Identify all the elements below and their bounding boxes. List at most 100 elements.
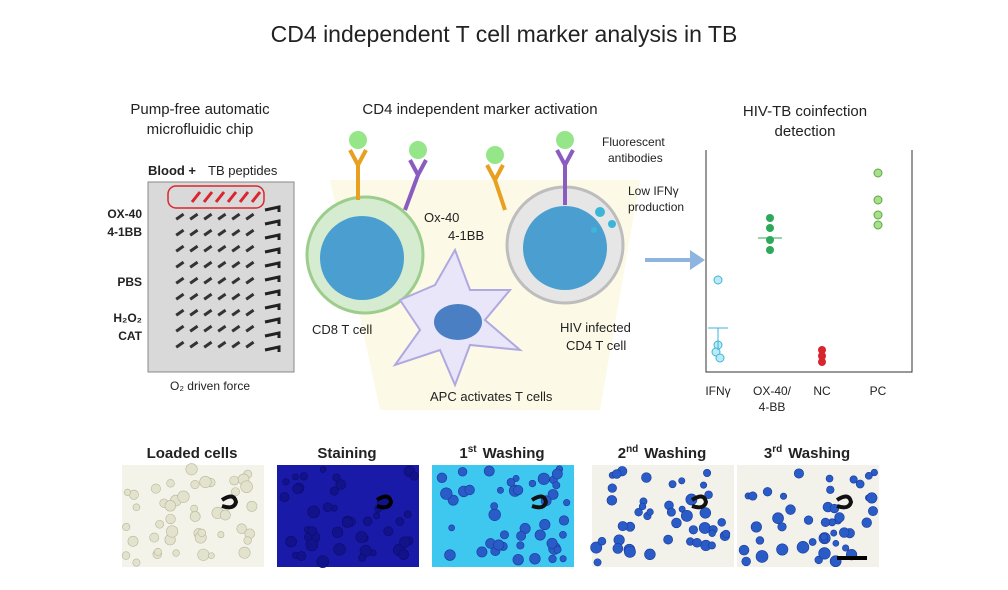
- label: CD4 T cell: [566, 338, 626, 353]
- channel: [189, 276, 199, 285]
- outlet: [264, 233, 281, 240]
- channel: [245, 212, 255, 221]
- cell: [776, 543, 789, 556]
- cell: [132, 558, 141, 567]
- cell: [444, 549, 456, 561]
- channel: [245, 244, 255, 253]
- cell: [748, 491, 758, 501]
- category: PC: [870, 384, 887, 398]
- heading: CD4 independent marker activation: [362, 101, 597, 118]
- channel: [203, 228, 213, 237]
- cell: [870, 468, 878, 477]
- cell: [219, 509, 231, 521]
- cell: [671, 517, 682, 529]
- ordinal: 2: [618, 445, 626, 462]
- cell: [741, 556, 751, 567]
- channel: [189, 260, 199, 269]
- marker: [690, 494, 709, 510]
- cell: [698, 522, 711, 534]
- inlet-mark: [226, 191, 238, 203]
- cell: [780, 492, 788, 500]
- label: CD8 T cell: [312, 322, 372, 337]
- image-label: 1st Washing: [459, 444, 544, 462]
- cell: [617, 521, 628, 532]
- micrograph: [592, 465, 734, 567]
- cell: [634, 507, 643, 517]
- cell: [512, 554, 524, 566]
- cell: [172, 549, 180, 557]
- outlet: [264, 205, 281, 212]
- outlet: [264, 331, 281, 338]
- cell: [149, 532, 160, 543]
- cell: [750, 521, 762, 533]
- cell: [197, 548, 210, 561]
- cell: [464, 484, 475, 496]
- cell: [641, 472, 652, 483]
- heading: Pump-free automatic: [130, 101, 270, 118]
- antibodies: [348, 131, 616, 233]
- cell: [457, 467, 468, 477]
- category: IFNγ: [705, 384, 730, 398]
- nucleus: [523, 206, 607, 290]
- label: Fluorescent: [602, 135, 665, 149]
- micrographs: Loaded cells Staining 1st Washing 2nd Washing…: [121, 444, 879, 568]
- cell: [638, 502, 647, 511]
- cell: [409, 471, 419, 481]
- cell: [150, 483, 161, 494]
- cell: [755, 550, 769, 563]
- cell: [834, 512, 845, 523]
- channel: [203, 292, 213, 301]
- cell: [644, 548, 656, 561]
- cell: [499, 530, 509, 540]
- inlet-mark: [202, 191, 214, 203]
- cell: [597, 536, 607, 546]
- cell: [738, 544, 750, 556]
- channel: [175, 292, 185, 301]
- cell: [166, 525, 179, 538]
- channel: [245, 292, 255, 301]
- cell: [395, 517, 405, 526]
- label: APC activates T cells: [430, 389, 553, 404]
- nucleus: [320, 216, 404, 300]
- cell: [166, 479, 175, 488]
- label: antibodies: [608, 151, 663, 165]
- cell: [448, 524, 456, 532]
- cell: [229, 475, 240, 486]
- cell: [238, 546, 251, 559]
- channel: [217, 340, 227, 349]
- cell: [559, 555, 567, 563]
- channel: [203, 260, 213, 269]
- channel: [231, 212, 241, 221]
- cell: [355, 531, 368, 544]
- cell: [296, 551, 307, 561]
- channel: [231, 260, 241, 269]
- cell: [307, 526, 318, 536]
- cell: [849, 475, 858, 484]
- channel: [217, 212, 227, 221]
- arrow: [645, 250, 705, 270]
- cell: [299, 472, 308, 481]
- label: Low IFNγ: [628, 184, 679, 198]
- category: 4-BB: [759, 400, 786, 414]
- channel: [217, 244, 227, 253]
- outlet: [264, 317, 281, 324]
- cell: [861, 517, 872, 528]
- image-label-word: Washing: [483, 445, 545, 462]
- cell: [190, 504, 199, 513]
- channel: [189, 212, 199, 221]
- channel: [245, 260, 255, 269]
- channel: [175, 340, 185, 349]
- ordinal: 1: [459, 445, 467, 462]
- cell: [553, 545, 562, 554]
- label: OX-40: [107, 207, 142, 221]
- cell: [496, 486, 504, 494]
- outlet: [264, 247, 281, 254]
- cell: [593, 558, 602, 567]
- cell: [678, 505, 686, 513]
- cell: [546, 537, 558, 549]
- image-label-word: Staining: [317, 445, 376, 462]
- cell: [558, 515, 570, 526]
- outlet: [264, 261, 281, 268]
- channel: [203, 212, 213, 221]
